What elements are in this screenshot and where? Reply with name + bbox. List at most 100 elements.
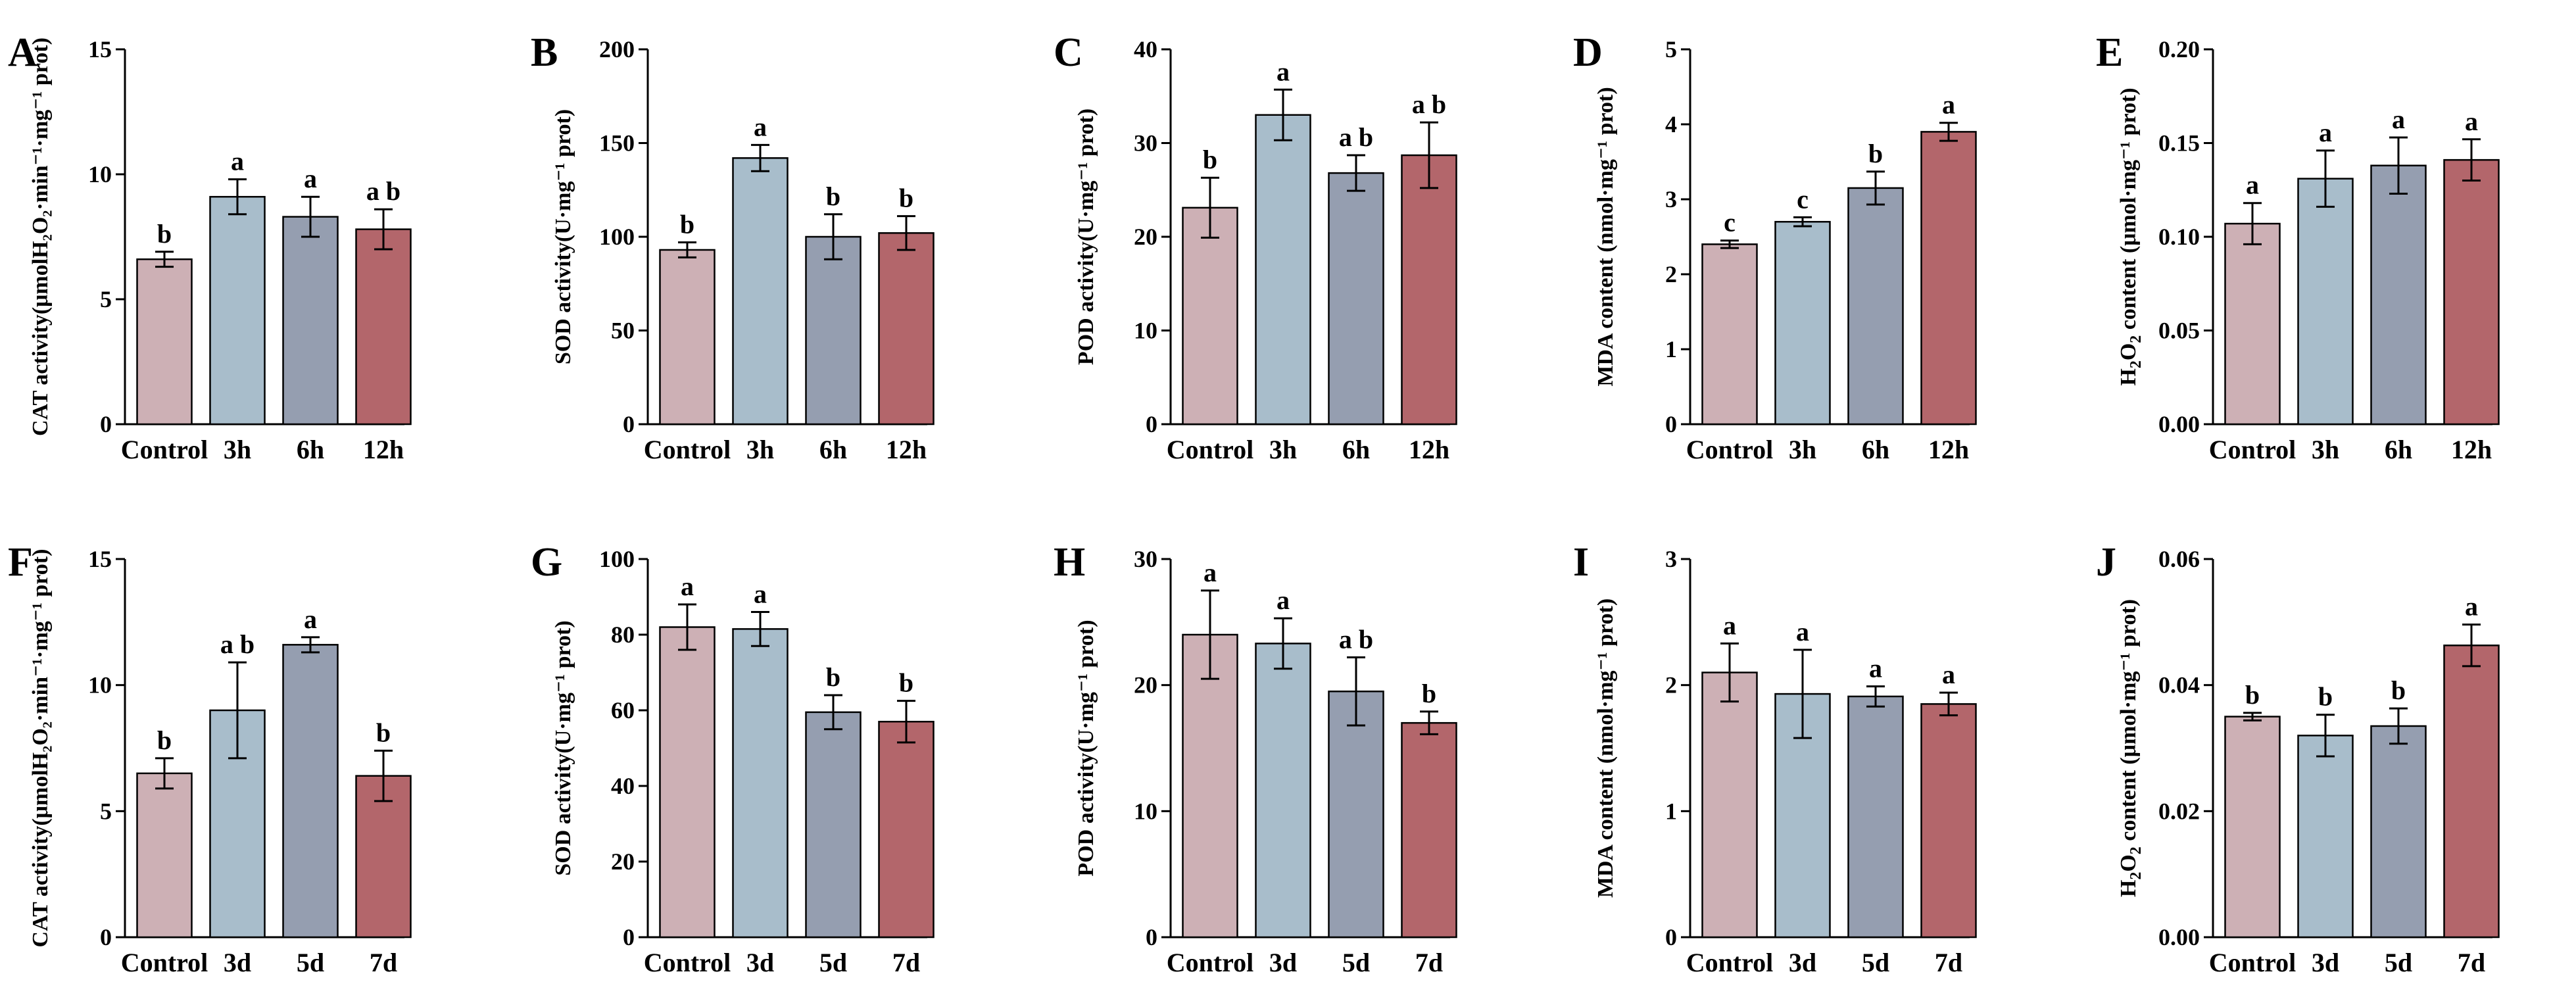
y-tick-label: 0 bbox=[623, 411, 635, 437]
bar-a-3 bbox=[282, 216, 339, 426]
y-axis-label-f: CAT activity(μmolH₂O₂·min⁻¹·mg⁻¹ prot) bbox=[28, 549, 53, 948]
y-tick-label: 20 bbox=[1134, 672, 1157, 698]
y-tick-label: 4 bbox=[1665, 111, 1677, 137]
y-tick-label: 0.00 bbox=[2158, 924, 2200, 950]
bar-b-3 bbox=[805, 235, 862, 426]
y-axis-label-part: 2 bbox=[2127, 335, 2145, 343]
bar-i-3 bbox=[1847, 695, 1904, 939]
x-category-label: Control bbox=[2209, 435, 2297, 464]
y-tick-label: 30 bbox=[1134, 130, 1157, 157]
bar-f-1 bbox=[136, 772, 193, 939]
significance-letter: a bbox=[1942, 90, 1955, 120]
y-tick-label: 0.04 bbox=[2158, 672, 2200, 698]
x-category-label: 6h bbox=[1342, 435, 1370, 464]
significance-letter: b bbox=[680, 210, 694, 239]
significance-letter: a bbox=[2465, 592, 2478, 622]
significance-letter: b bbox=[2318, 682, 2333, 712]
significance-letter: a b bbox=[1339, 122, 1373, 152]
y-axis-label-part: H bbox=[2116, 368, 2141, 385]
significance-letter: b bbox=[826, 662, 840, 692]
bar-f-4 bbox=[355, 775, 412, 939]
y-tick-label: 0 bbox=[623, 924, 635, 950]
x-category-label: 7d bbox=[1935, 948, 1962, 977]
bar-c-2 bbox=[1255, 114, 1311, 426]
x-category-label: Control bbox=[2209, 948, 2297, 977]
x-category-label: 6h bbox=[819, 435, 847, 464]
y-axis-label-part: 2 bbox=[2127, 846, 2145, 854]
significance-letter: a bbox=[2246, 170, 2259, 200]
x-category-label: Control bbox=[121, 948, 208, 977]
significance-letter: a bbox=[304, 164, 317, 193]
significance-letter: b bbox=[2245, 680, 2260, 710]
y-tick-label: 10 bbox=[88, 672, 112, 698]
significance-letter: b bbox=[826, 182, 840, 211]
x-category-label: 7d bbox=[370, 948, 397, 977]
significance-letter: a b bbox=[220, 629, 255, 659]
y-tick-label: 5 bbox=[100, 286, 112, 312]
significance-letter: a bbox=[1723, 610, 1736, 640]
x-category-label: Control bbox=[1167, 435, 1254, 464]
significance-letter: a bbox=[681, 572, 694, 601]
bar-c-3 bbox=[1328, 172, 1384, 426]
y-axis-label-j: H2O2 content (μmol·mg⁻¹ prot) bbox=[2116, 599, 2145, 897]
significance-letter: c bbox=[1724, 208, 1736, 237]
x-category-label: 12h bbox=[1928, 435, 1969, 464]
x-category-label: 3d bbox=[746, 948, 774, 977]
significance-letter: a bbox=[1869, 654, 1882, 683]
x-category-label: 7d bbox=[1415, 948, 1443, 977]
y-tick-label: 80 bbox=[611, 622, 635, 648]
x-category-label: 3h bbox=[2312, 435, 2339, 464]
y-axis-label-b: SOD activity(U·mg⁻¹ prot) bbox=[551, 109, 575, 364]
significance-letter: b bbox=[376, 718, 391, 747]
x-category-label: 3d bbox=[1269, 948, 1297, 977]
y-tick-label: 50 bbox=[611, 318, 635, 344]
y-tick-label: 0 bbox=[100, 411, 112, 437]
x-category-label: 7d bbox=[2458, 948, 2485, 977]
x-category-label: 3d bbox=[224, 948, 251, 977]
bar-i-1 bbox=[1701, 671, 1758, 939]
significance-letter: a b bbox=[1412, 89, 1446, 119]
bar-h-2 bbox=[1255, 643, 1311, 939]
bar-h-3 bbox=[1328, 691, 1384, 939]
y-tick-label: 0.15 bbox=[2158, 130, 2200, 157]
y-axis-label-part: H bbox=[2116, 880, 2141, 897]
y-axis-label-part: content (μmol·mg⁻¹ prot) bbox=[2116, 599, 2141, 846]
significance-letter: a bbox=[2465, 107, 2478, 136]
significance-letter: b bbox=[2391, 675, 2406, 705]
y-axis-label-g: SOD activity(U·mg⁻¹ prot) bbox=[551, 620, 575, 875]
x-category-label: 3d bbox=[2312, 948, 2339, 977]
x-category-label: 3h bbox=[746, 435, 774, 464]
y-tick-label: 100 bbox=[599, 546, 635, 572]
x-category-label: 3h bbox=[1789, 435, 1816, 464]
y-tick-label: 0.10 bbox=[2158, 224, 2200, 250]
y-tick-label: 1 bbox=[1665, 798, 1677, 824]
x-category-label: 3d bbox=[1789, 948, 1816, 977]
panel-letter-g: G bbox=[531, 540, 562, 585]
y-tick-label: 0.00 bbox=[2158, 411, 2200, 437]
panel-letter-f: F bbox=[8, 540, 33, 585]
bar-g-2 bbox=[732, 628, 789, 939]
x-category-label: 6h bbox=[1862, 435, 1889, 464]
bar-d-2 bbox=[1774, 220, 1831, 426]
x-category-label: 3h bbox=[1269, 435, 1297, 464]
y-tick-label: 0.05 bbox=[2158, 318, 2200, 344]
y-tick-label: 20 bbox=[611, 848, 635, 875]
bar-d-1 bbox=[1701, 243, 1758, 426]
y-tick-label: 10 bbox=[88, 161, 112, 187]
bar-j-4 bbox=[2443, 645, 2500, 939]
bar-e-3 bbox=[2370, 164, 2427, 426]
x-category-label: 5d bbox=[1862, 948, 1889, 977]
x-category-label: Control bbox=[121, 435, 208, 464]
significance-letter: b bbox=[157, 725, 172, 755]
y-tick-label: 15 bbox=[88, 546, 112, 572]
significance-letter: a b bbox=[1339, 625, 1373, 654]
bar-c-4 bbox=[1401, 154, 1457, 426]
bar-e-2 bbox=[2297, 178, 2354, 426]
y-axis-label-a: CAT activity(μmolH₂O₂·min⁻¹·mg⁻¹ prot) bbox=[28, 37, 53, 436]
x-category-label: 12h bbox=[886, 435, 927, 464]
x-category-label: Control bbox=[1686, 435, 1774, 464]
x-category-label: Control bbox=[644, 948, 731, 977]
y-tick-label: 15 bbox=[88, 36, 112, 62]
y-tick-label: 10 bbox=[1134, 798, 1157, 824]
